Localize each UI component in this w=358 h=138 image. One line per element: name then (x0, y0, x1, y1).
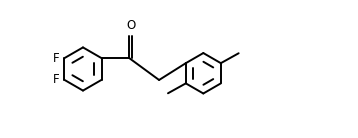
Text: O: O (126, 19, 135, 32)
Text: F: F (53, 73, 60, 86)
Text: F: F (53, 52, 60, 65)
